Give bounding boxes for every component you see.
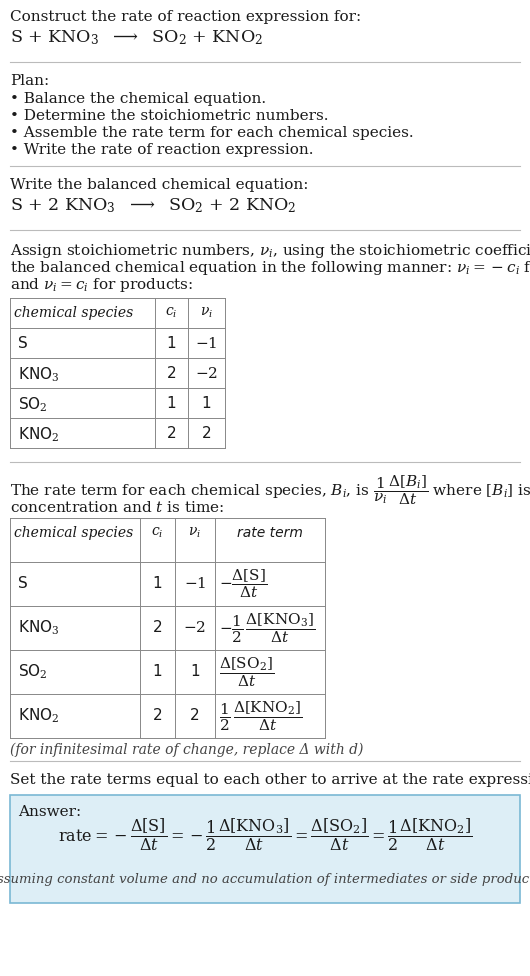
Text: • Determine the stoichiometric numbers.: • Determine the stoichiometric numbers. (10, 109, 329, 123)
Text: $\mathrm{rate} = -\dfrac{\Delta[\mathrm{S}]}{\Delta t} = -\dfrac{1}{2}\dfrac{\De: $\mathrm{rate} = -\dfrac{\Delta[\mathrm{… (58, 817, 472, 853)
Text: chemical species: chemical species (14, 306, 133, 320)
Text: Write the balanced chemical equation:: Write the balanced chemical equation: (10, 178, 308, 192)
Text: KNO$_3$: KNO$_3$ (18, 366, 59, 385)
Text: $\nu_i$: $\nu_i$ (200, 306, 213, 320)
Text: 2: 2 (153, 709, 162, 723)
Text: and $\nu_i = c_i$ for products:: and $\nu_i = c_i$ for products: (10, 276, 193, 294)
Text: Construct the rate of reaction expression for:: Construct the rate of reaction expressio… (10, 10, 361, 24)
Text: $-1$: $-1$ (196, 336, 218, 351)
Text: 1: 1 (167, 396, 176, 411)
Text: S: S (18, 336, 28, 351)
Text: concentration and $t$ is time:: concentration and $t$ is time: (10, 500, 225, 515)
Text: • Write the rate of reaction expression.: • Write the rate of reaction expression. (10, 143, 314, 157)
Text: 1: 1 (202, 396, 211, 411)
Text: $\dfrac{\Delta[\mathrm{SO_2}]}{\Delta t}$: $\dfrac{\Delta[\mathrm{SO_2}]}{\Delta t}… (219, 656, 274, 689)
Text: 1: 1 (167, 336, 176, 351)
Text: • Balance the chemical equation.: • Balance the chemical equation. (10, 92, 266, 106)
Bar (10, 795, 520, 903)
Text: chemical species: chemical species (14, 526, 133, 540)
Text: Assign stoichiometric numbers, $\nu_i$, using the stoichiometric coefficients, $: Assign stoichiometric numbers, $\nu_i$, … (10, 242, 530, 260)
Text: SO$_2$: SO$_2$ (18, 663, 48, 681)
Text: 2: 2 (153, 621, 162, 635)
Text: rate term: rate term (237, 526, 303, 540)
Text: Plan:: Plan: (10, 74, 49, 88)
Text: $-\dfrac{\Delta[\mathrm{S}]}{\Delta t}$: $-\dfrac{\Delta[\mathrm{S}]}{\Delta t}$ (219, 568, 267, 600)
Text: The rate term for each chemical species, $B_i$, is $\dfrac{1}{\nu_i}\dfrac{\Delt: The rate term for each chemical species,… (10, 474, 530, 508)
Text: (for infinitesimal rate of change, replace Δ with d): (for infinitesimal rate of change, repla… (10, 743, 364, 757)
Text: KNO$_3$: KNO$_3$ (18, 619, 59, 637)
Text: 2: 2 (167, 426, 176, 441)
Text: • Assemble the rate term for each chemical species.: • Assemble the rate term for each chemic… (10, 126, 413, 140)
Text: KNO$_2$: KNO$_2$ (18, 707, 59, 725)
Text: 2: 2 (167, 366, 176, 381)
Text: $-2$: $-2$ (195, 366, 218, 381)
Text: Answer:: Answer: (18, 805, 81, 819)
Text: $-2$: $-2$ (183, 621, 207, 635)
Text: $\nu_i$: $\nu_i$ (189, 526, 201, 541)
Text: $-1$: $-1$ (184, 577, 206, 591)
Text: Set the rate terms equal to each other to arrive at the rate expression:: Set the rate terms equal to each other t… (10, 773, 530, 787)
Text: $c_i$: $c_i$ (165, 306, 178, 320)
Text: the balanced chemical equation in the following manner: $\nu_i = -c_i$ for react: the balanced chemical equation in the fo… (10, 259, 530, 277)
Text: KNO$_2$: KNO$_2$ (18, 426, 59, 444)
Text: 1: 1 (153, 665, 162, 679)
Text: 2: 2 (190, 709, 200, 723)
Text: SO$_2$: SO$_2$ (18, 396, 48, 415)
Text: S + KNO$_3$  $\longrightarrow$  SO$_2$ + KNO$_2$: S + KNO$_3$ $\longrightarrow$ SO$_2$ + K… (10, 28, 263, 47)
Text: 1: 1 (153, 577, 162, 591)
Text: (assuming constant volume and no accumulation of intermediates or side products): (assuming constant volume and no accumul… (0, 873, 530, 886)
Text: S: S (18, 577, 28, 591)
Text: 1: 1 (190, 665, 200, 679)
Text: $\dfrac{1}{2}\,\dfrac{\Delta[\mathrm{KNO_2}]}{\Delta t}$: $\dfrac{1}{2}\,\dfrac{\Delta[\mathrm{KNO… (219, 700, 303, 733)
Text: S + 2 KNO$_3$  $\longrightarrow$  SO$_2$ + 2 KNO$_2$: S + 2 KNO$_3$ $\longrightarrow$ SO$_2$ +… (10, 196, 296, 215)
Text: $c_i$: $c_i$ (151, 526, 164, 541)
Text: 2: 2 (202, 426, 211, 441)
Text: $-\dfrac{1}{2}\,\dfrac{\Delta[\mathrm{KNO_3}]}{\Delta t}$: $-\dfrac{1}{2}\,\dfrac{\Delta[\mathrm{KN… (219, 611, 315, 644)
